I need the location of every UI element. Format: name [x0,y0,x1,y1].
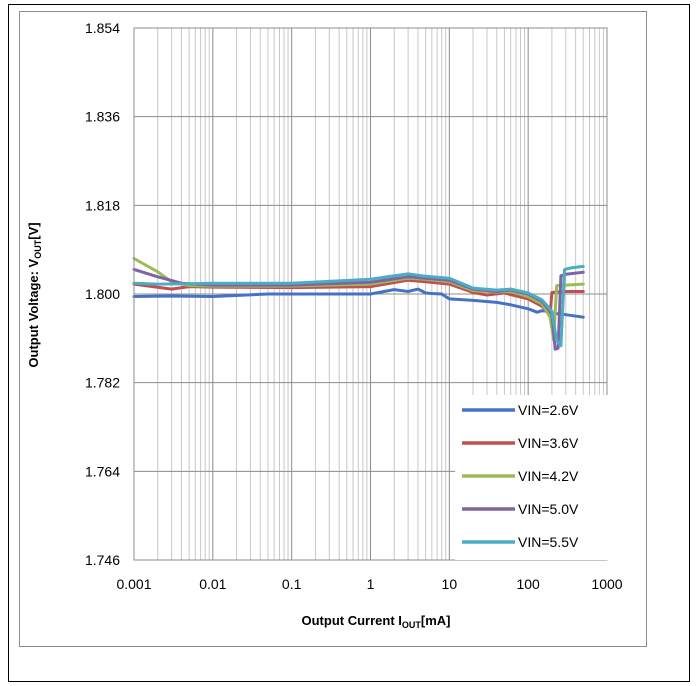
x-tick-label: 0.01 [199,576,226,592]
y-tick-label: 1.836 [85,109,120,125]
y-tick-label: 1.818 [85,197,120,213]
y-axis-title-sub: OUT [33,239,43,259]
y-axis-title-main: Output Voltage: V [26,258,41,367]
x-tick-label: 10 [442,576,458,592]
y-axis-title-unit: [V] [26,222,41,239]
legend-label: VIN=5.0V [518,501,579,517]
x-tick-label: 0.001 [116,576,151,592]
y-tick-label: 1.782 [85,375,120,391]
x-tick-label: 100 [516,576,540,592]
x-axis-title-unit: [mA] [421,613,451,628]
plot-area-border [133,27,608,561]
series-line-vin-5-5v [132,264,585,348]
legend-label: VIN=4.2V [518,468,579,484]
y-tick-label: 1.746 [85,552,120,568]
x-tick-labels: 0.001 0.01 0.1 1 10 100 1000 [116,576,622,592]
legend-label: VIN=3.6V [518,435,579,451]
y-tick-label: 1.800 [85,286,120,302]
y-axis-title: Output Voltage: VOUT[V] [26,222,43,367]
legend-label: VIN=5.5V [518,534,579,550]
data-series [132,257,585,351]
y-tick-labels: 1.854 1.836 1.818 1.800 1.782 1.764 1.746 [85,20,120,568]
legend-label: VIN=2.6V [518,402,579,418]
x-tick-label: 1000 [591,576,622,592]
x-tick-label: 0.1 [282,576,302,592]
x-axis-title-sub: OUT [402,620,422,630]
x-axis-title-main: Output Current I [302,613,402,628]
legend: VIN=2.6V VIN=3.6V VIN=4.2V VIN=5.0V VIN=5.5V [455,395,615,560]
x-tick-label: 1 [367,576,375,592]
y-tick-label: 1.854 [85,20,120,36]
y-tick-label: 1.764 [85,463,120,479]
x-axis-title: Output Current IOUT[mA] [302,613,451,630]
